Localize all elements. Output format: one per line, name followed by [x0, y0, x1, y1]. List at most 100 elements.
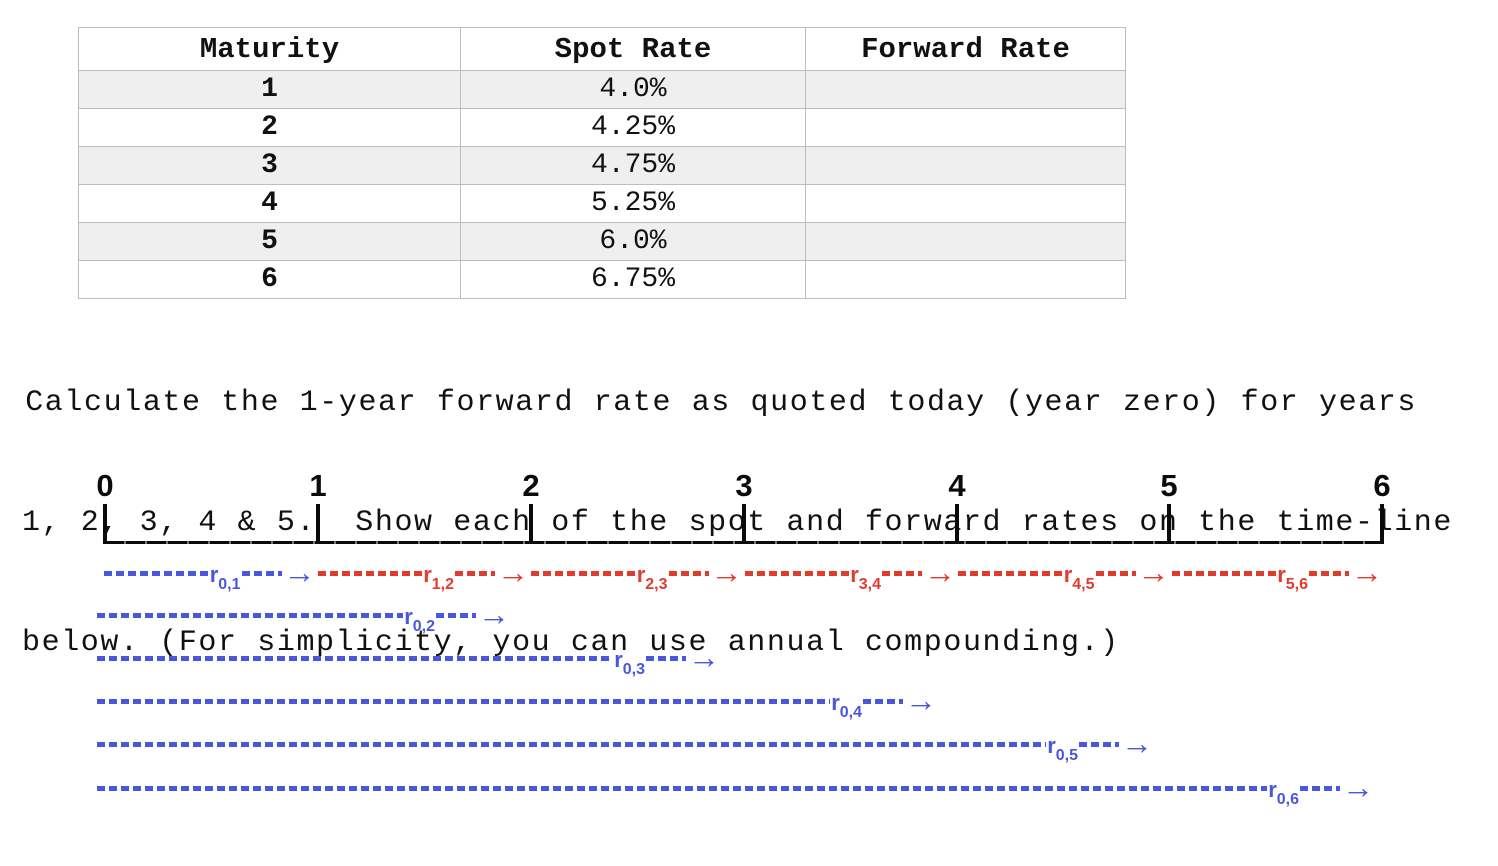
- year-label: 4: [948, 468, 966, 503]
- dashed-line: [97, 698, 831, 704]
- question-line: 1, 2, 3, 4 & 5. Show each of the spot an…: [22, 506, 1454, 540]
- table-row: 4 5.25%: [78, 184, 1126, 223]
- rate-label: r0,2: [404, 604, 435, 635]
- arrow-right-icon: [1138, 556, 1170, 588]
- arrow-right-icon: [905, 684, 937, 716]
- spot-arrow-r02: r0,2: [97, 598, 510, 635]
- arrow-right-icon: [478, 598, 510, 630]
- dashed-line: [531, 570, 636, 576]
- table-row: 5 6.0%: [78, 222, 1126, 261]
- rate-label: r1,2: [423, 562, 454, 593]
- forward-arrow-r12: r1,2: [317, 556, 531, 593]
- year-label: 6: [1373, 468, 1391, 503]
- dashed-line: [97, 655, 614, 661]
- dashed-line: [97, 741, 1047, 747]
- forward-rate-arrow-row: r0,1 r1,2 r2,3 r3,4: [103, 556, 1385, 593]
- dashed-line: [1300, 785, 1340, 791]
- dashed-line: [436, 612, 476, 618]
- spot-arrow-r06: r0,6: [97, 771, 1374, 808]
- maturity-cell: 5: [78, 222, 461, 261]
- spot-rate-cell: 6.75%: [460, 260, 806, 299]
- rate-label: r0,5: [1047, 733, 1078, 764]
- forward-rate-cell: [805, 222, 1126, 261]
- rate-label: r0,1: [209, 562, 241, 593]
- tick-mark: [103, 504, 107, 544]
- forward-arrow-r23: r2,3: [530, 556, 744, 593]
- maturity-cell: 4: [78, 184, 461, 223]
- dashed-line: [455, 570, 495, 576]
- rates-table: Maturity Spot Rate Forward Rate 1 4.0% 2…: [78, 27, 1126, 299]
- question-line: below. (For simplicity, you can use annu…: [22, 626, 1120, 660]
- forward-arrow-r56: r5,6: [1171, 556, 1385, 593]
- dashed-line: [104, 570, 209, 576]
- tick-mark: [1167, 504, 1171, 544]
- forward-arrow-r01: r0,1: [103, 556, 317, 593]
- arrow-right-icon: [688, 641, 720, 673]
- timeline-axis: [105, 541, 1384, 544]
- forward-rate-cell: [805, 146, 1126, 185]
- arrow-right-icon: [1121, 727, 1153, 759]
- year-label: 2: [522, 468, 540, 503]
- rate-label: r0,6: [1268, 777, 1299, 808]
- year-label: 1: [309, 468, 327, 503]
- header-spot-rate: Spot Rate: [460, 27, 806, 71]
- maturity-cell: 2: [78, 108, 461, 147]
- table-row: 1 4.0%: [78, 70, 1126, 109]
- year-label: 3: [735, 468, 753, 503]
- table-row: 6 6.75%: [78, 260, 1126, 299]
- forward-arrow-r34: r3,4: [744, 556, 958, 593]
- dashed-line: [863, 698, 903, 704]
- dashed-line: [646, 655, 686, 661]
- forward-rate-cell: [805, 184, 1126, 223]
- table-row: 2 4.25%: [78, 108, 1126, 147]
- spot-rate-cell: 4.25%: [460, 108, 806, 147]
- spot-arrow-r03: r0,3: [97, 641, 720, 678]
- year-label: 5: [1160, 468, 1178, 503]
- tick-mark: [1380, 504, 1384, 544]
- tick-mark: [742, 504, 746, 544]
- dashed-line: [958, 570, 1063, 576]
- maturity-cell: 3: [78, 146, 461, 185]
- question-line: . Calculate the 1-year forward rate as q…: [0, 386, 1418, 420]
- header-maturity: Maturity: [78, 27, 461, 71]
- dashed-line: [1171, 570, 1277, 576]
- forward-rate-cell: [805, 260, 1126, 299]
- spot-rate-cell: 5.25%: [460, 184, 806, 223]
- dashed-line: [97, 612, 404, 618]
- table-row: 3 4.75%: [78, 146, 1126, 185]
- rate-label: r0,4: [831, 690, 862, 721]
- dashed-line: [1095, 570, 1136, 576]
- spot-rate-cell: 4.75%: [460, 146, 806, 185]
- spot-arrow-r05: r0,5: [97, 727, 1153, 764]
- spot-arrow-r04: r0,4: [97, 684, 937, 721]
- table-header-row: Maturity Spot Rate Forward Rate: [78, 27, 1126, 71]
- rate-label: r3,4: [850, 562, 881, 593]
- tick-mark: [529, 504, 533, 544]
- dashed-line: [668, 570, 709, 576]
- forward-rate-cell: [805, 108, 1126, 147]
- dashed-line: [744, 570, 850, 576]
- dashed-line: [241, 570, 282, 576]
- dashed-line: [1079, 741, 1119, 747]
- dashed-line: [1309, 570, 1349, 576]
- rate-label: r5,6: [1277, 562, 1308, 593]
- arrow-right-icon: [711, 556, 743, 588]
- rate-label: r4,5: [1063, 562, 1095, 593]
- forward-arrow-r45: r4,5: [957, 556, 1171, 593]
- dashed-line: [882, 570, 922, 576]
- arrow-right-icon: [284, 556, 316, 588]
- rate-label: r0,3: [614, 647, 645, 678]
- arrow-right-icon: [497, 556, 529, 588]
- arrow-right-icon: [1351, 556, 1383, 588]
- tick-mark: [955, 504, 959, 544]
- arrow-right-icon: [924, 556, 956, 588]
- tick-mark: [316, 504, 320, 544]
- maturity-cell: 6: [78, 260, 461, 299]
- year-label: 0: [96, 468, 114, 503]
- arrow-right-icon: [1342, 771, 1374, 803]
- rate-label: r2,3: [636, 562, 668, 593]
- forward-rate-cell: [805, 70, 1126, 109]
- question-text: . Calculate the 1-year forward rate as q…: [0, 303, 1480, 743]
